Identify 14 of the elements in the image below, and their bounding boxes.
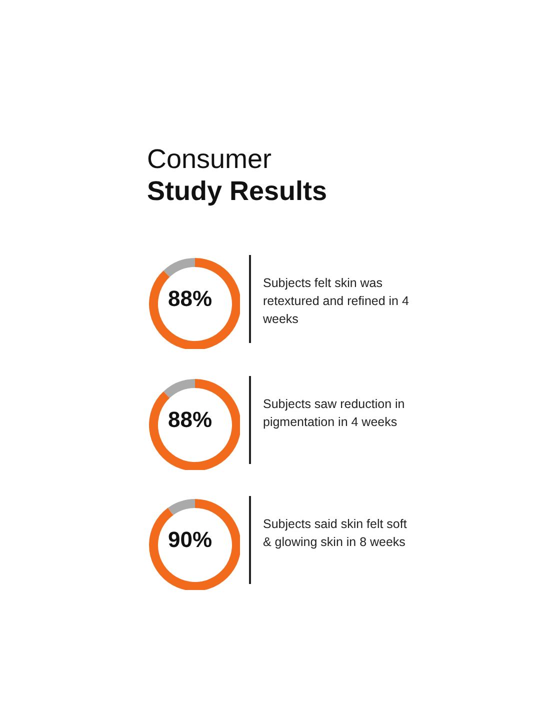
donut-slice xyxy=(164,378,195,398)
text: Subjects saw reduction in pigmentation in 4 weeks xyxy=(263,396,406,430)
data-label: 88% xyxy=(166,406,214,432)
donut-slice xyxy=(164,258,195,278)
data-label: 88% xyxy=(166,286,214,312)
donut-slice xyxy=(149,499,240,590)
chart-subtitle: Study Results xyxy=(147,176,328,207)
donut-slice xyxy=(149,258,240,349)
chart-title: Consumer xyxy=(147,144,272,175)
donut-slice xyxy=(149,378,240,470)
data-label: 90% xyxy=(166,527,214,553)
text: Subjects felt skin was retextured and refined in 4 weeks xyxy=(263,275,410,328)
text: Subjects said skin felt soft & glowing skin in 8 weeks xyxy=(263,516,408,551)
donut-slice xyxy=(168,499,195,516)
